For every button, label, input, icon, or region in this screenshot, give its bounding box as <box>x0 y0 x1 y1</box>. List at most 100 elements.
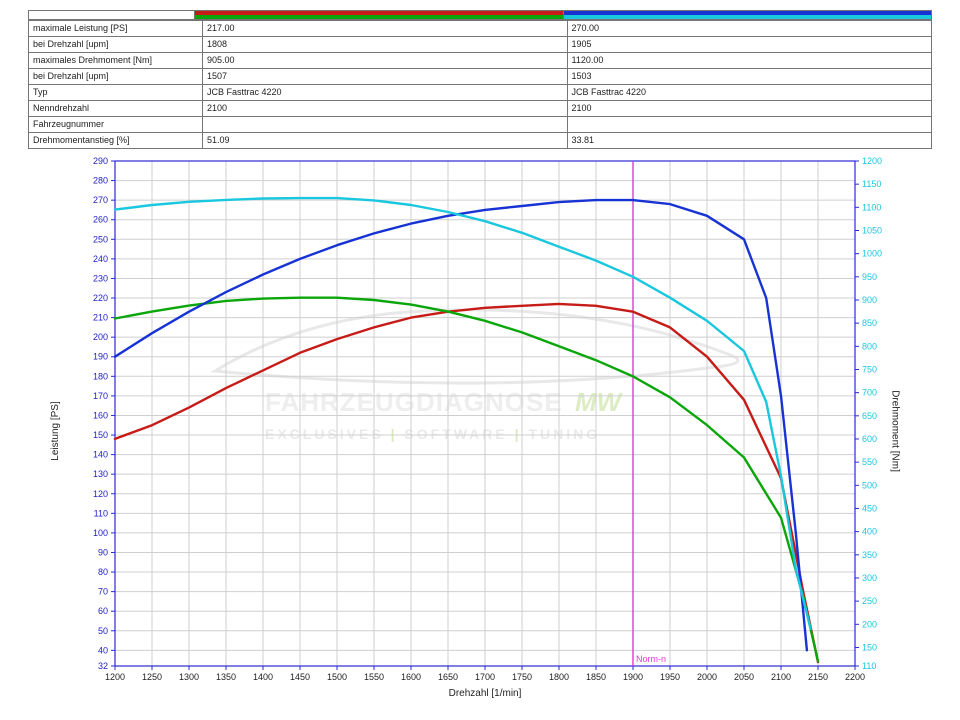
svg-text:300: 300 <box>862 573 877 583</box>
svg-text:190: 190 <box>93 352 108 362</box>
svg-text:170: 170 <box>93 391 108 401</box>
row-value-2: 1905 <box>567 37 932 53</box>
table-row: maximales Drehmoment [Nm]905.001120.00 <box>29 53 932 69</box>
row-value-1: 1507 <box>203 69 568 85</box>
row-label: bei Drehzahl [upm] <box>29 69 203 85</box>
svg-text:1750: 1750 <box>512 672 532 682</box>
svg-text:1450: 1450 <box>290 672 310 682</box>
svg-text:1050: 1050 <box>862 225 882 235</box>
svg-text:950: 950 <box>862 272 877 282</box>
svg-text:1200: 1200 <box>105 672 125 682</box>
svg-text:90: 90 <box>98 547 108 557</box>
spec-table: maximale Leistung [PS]217.00270.00bei Dr… <box>28 20 932 149</box>
row-label: Nenndrehzahl <box>29 101 203 117</box>
row-label: maximale Leistung [PS] <box>29 21 203 37</box>
svg-text:1800: 1800 <box>549 672 569 682</box>
svg-text:1150: 1150 <box>862 179 881 189</box>
svg-text:1500: 1500 <box>327 672 347 682</box>
svg-text:650: 650 <box>862 411 877 421</box>
svg-text:450: 450 <box>862 503 877 513</box>
table-row: Fahrzeugnummer <box>29 117 932 133</box>
svg-text:220: 220 <box>93 293 108 303</box>
table-row: bei Drehzahl [upm]15071503 <box>29 69 932 85</box>
svg-text:180: 180 <box>93 371 108 381</box>
svg-text:1550: 1550 <box>364 672 384 682</box>
svg-text:50: 50 <box>98 626 108 636</box>
svg-text:140: 140 <box>93 450 108 460</box>
table-row: Nenndrehzahl21002100 <box>29 101 932 117</box>
row-label: bei Drehzahl [upm] <box>29 37 203 53</box>
svg-text:240: 240 <box>93 254 108 264</box>
svg-text:MW: MW <box>575 387 624 417</box>
row-value-1: 2100 <box>203 101 568 117</box>
row-value-2: 2100 <box>567 101 932 117</box>
svg-text:40: 40 <box>98 645 108 655</box>
row-value-2: 270.00 <box>567 21 932 37</box>
svg-text:230: 230 <box>93 273 108 283</box>
row-value-1: JCB Fasttrac 4220 <box>203 85 568 101</box>
svg-text:160: 160 <box>93 410 108 420</box>
svg-text:FAHRZEUGDIAGNOSE: FAHRZEUGDIAGNOSE <box>265 387 563 417</box>
row-value-1: 217.00 <box>203 21 568 37</box>
svg-text:EXCLUSIVES | SOFTWARE | TU: EXCLUSIVES | SOFTWARE | TUNING <box>265 426 600 442</box>
svg-text:280: 280 <box>93 176 108 186</box>
svg-text:250: 250 <box>862 596 877 606</box>
row-value-2: 33.81 <box>567 133 932 149</box>
svg-text:290: 290 <box>93 156 108 166</box>
row-value-1: 1808 <box>203 37 568 53</box>
row-label: Drehmomentanstieg [%] <box>29 133 203 149</box>
table-row: TypJCB Fasttrac 4220JCB Fasttrac 4220 <box>29 85 932 101</box>
svg-text:500: 500 <box>862 480 877 490</box>
svg-text:1400: 1400 <box>253 672 273 682</box>
svg-text:210: 210 <box>93 313 108 323</box>
svg-text:1850: 1850 <box>586 672 606 682</box>
svg-text:150: 150 <box>862 642 877 652</box>
svg-text:1350: 1350 <box>216 672 236 682</box>
svg-text:Norm-n: Norm-n <box>636 654 666 664</box>
svg-text:1700: 1700 <box>475 672 495 682</box>
svg-text:110: 110 <box>94 508 108 518</box>
svg-text:110: 110 <box>862 661 876 671</box>
svg-text:150: 150 <box>93 430 108 440</box>
row-value-2 <box>567 117 932 133</box>
svg-text:1200: 1200 <box>862 156 882 166</box>
svg-text:900: 900 <box>862 295 877 305</box>
svg-text:1000: 1000 <box>862 249 882 259</box>
svg-text:70: 70 <box>98 587 108 597</box>
y-axis-right-label: Drehmoment [Nm] <box>890 390 901 472</box>
svg-text:750: 750 <box>862 364 877 374</box>
svg-text:1250: 1250 <box>142 672 162 682</box>
svg-text:850: 850 <box>862 318 877 328</box>
svg-text:130: 130 <box>93 469 108 479</box>
svg-text:2050: 2050 <box>734 672 754 682</box>
svg-text:600: 600 <box>862 434 877 444</box>
svg-text:1650: 1650 <box>438 672 458 682</box>
row-value-1: 51.09 <box>203 133 568 149</box>
column-color-header <box>28 10 932 20</box>
row-label: maximales Drehmoment [Nm] <box>29 53 203 69</box>
svg-text:1900: 1900 <box>623 672 643 682</box>
svg-text:60: 60 <box>98 606 108 616</box>
row-value-2: JCB Fasttrac 4220 <box>567 85 932 101</box>
dyno-chart-svg: FAHRZEUGDIAGNOSE MW EXCLUSIVES | SOFTWARE… <box>45 153 915 708</box>
svg-text:1950: 1950 <box>660 672 680 682</box>
dyno-chart: Leistung [PS] Drehmoment [Nm] FAHRZEUGDI… <box>28 153 932 708</box>
svg-text:700: 700 <box>862 388 877 398</box>
row-value-2: 1120.00 <box>567 53 932 69</box>
svg-text:32: 32 <box>98 661 108 671</box>
svg-text:200: 200 <box>862 619 877 629</box>
row-value-1: 905.00 <box>203 53 568 69</box>
svg-text:260: 260 <box>93 215 108 225</box>
svg-text:200: 200 <box>93 332 108 342</box>
svg-text:100: 100 <box>93 528 108 538</box>
row-label: Fahrzeugnummer <box>29 117 203 133</box>
svg-text:2200: 2200 <box>845 672 865 682</box>
svg-text:250: 250 <box>93 234 108 244</box>
y-axis-left-label: Leistung [PS] <box>50 401 61 460</box>
svg-text:270: 270 <box>93 195 108 205</box>
svg-text:1600: 1600 <box>401 672 421 682</box>
row-value-2: 1503 <box>567 69 932 85</box>
table-row: maximale Leistung [PS]217.00270.00 <box>29 21 932 37</box>
svg-text:2100: 2100 <box>771 672 791 682</box>
svg-text:2150: 2150 <box>808 672 828 682</box>
